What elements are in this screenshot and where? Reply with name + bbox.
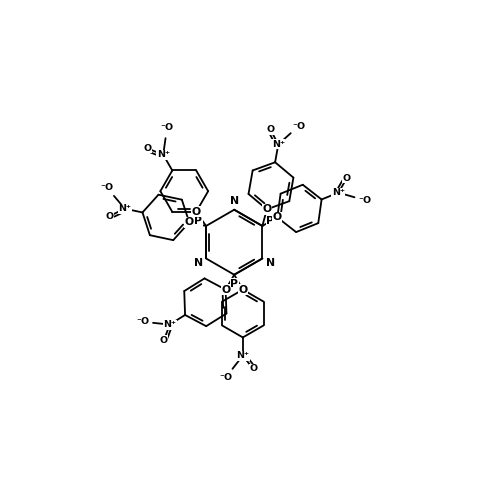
- Text: O: O: [221, 285, 230, 294]
- Text: N⁺: N⁺: [163, 320, 176, 329]
- Text: O: O: [266, 125, 274, 134]
- Text: N⁺: N⁺: [157, 150, 170, 159]
- Text: ⁻O: ⁻O: [161, 124, 174, 132]
- Text: O: O: [273, 212, 282, 222]
- Text: O: O: [106, 211, 114, 220]
- Text: N⁺: N⁺: [236, 351, 250, 360]
- Text: ⁻O: ⁻O: [358, 196, 371, 205]
- Text: O: O: [192, 207, 201, 217]
- Text: O: O: [238, 285, 248, 294]
- Text: ⁻O: ⁻O: [219, 372, 233, 381]
- Text: N⁺: N⁺: [118, 204, 131, 213]
- Text: ⁻O: ⁻O: [136, 317, 149, 326]
- Text: O: O: [249, 364, 257, 373]
- Text: N: N: [194, 258, 203, 268]
- Text: O: O: [262, 205, 272, 214]
- Text: ⁻O: ⁻O: [101, 183, 114, 192]
- Text: O: O: [343, 174, 351, 183]
- Text: P: P: [194, 216, 202, 226]
- Text: N⁺: N⁺: [332, 188, 345, 197]
- Text: O: O: [185, 217, 194, 227]
- Text: ⁻O: ⁻O: [292, 122, 305, 130]
- Text: P: P: [266, 216, 274, 226]
- Text: N: N: [229, 196, 239, 206]
- Text: N: N: [266, 258, 275, 268]
- Text: O: O: [144, 144, 152, 153]
- Text: N⁺: N⁺: [272, 140, 285, 149]
- Text: P: P: [230, 279, 238, 289]
- Text: O: O: [160, 336, 168, 345]
